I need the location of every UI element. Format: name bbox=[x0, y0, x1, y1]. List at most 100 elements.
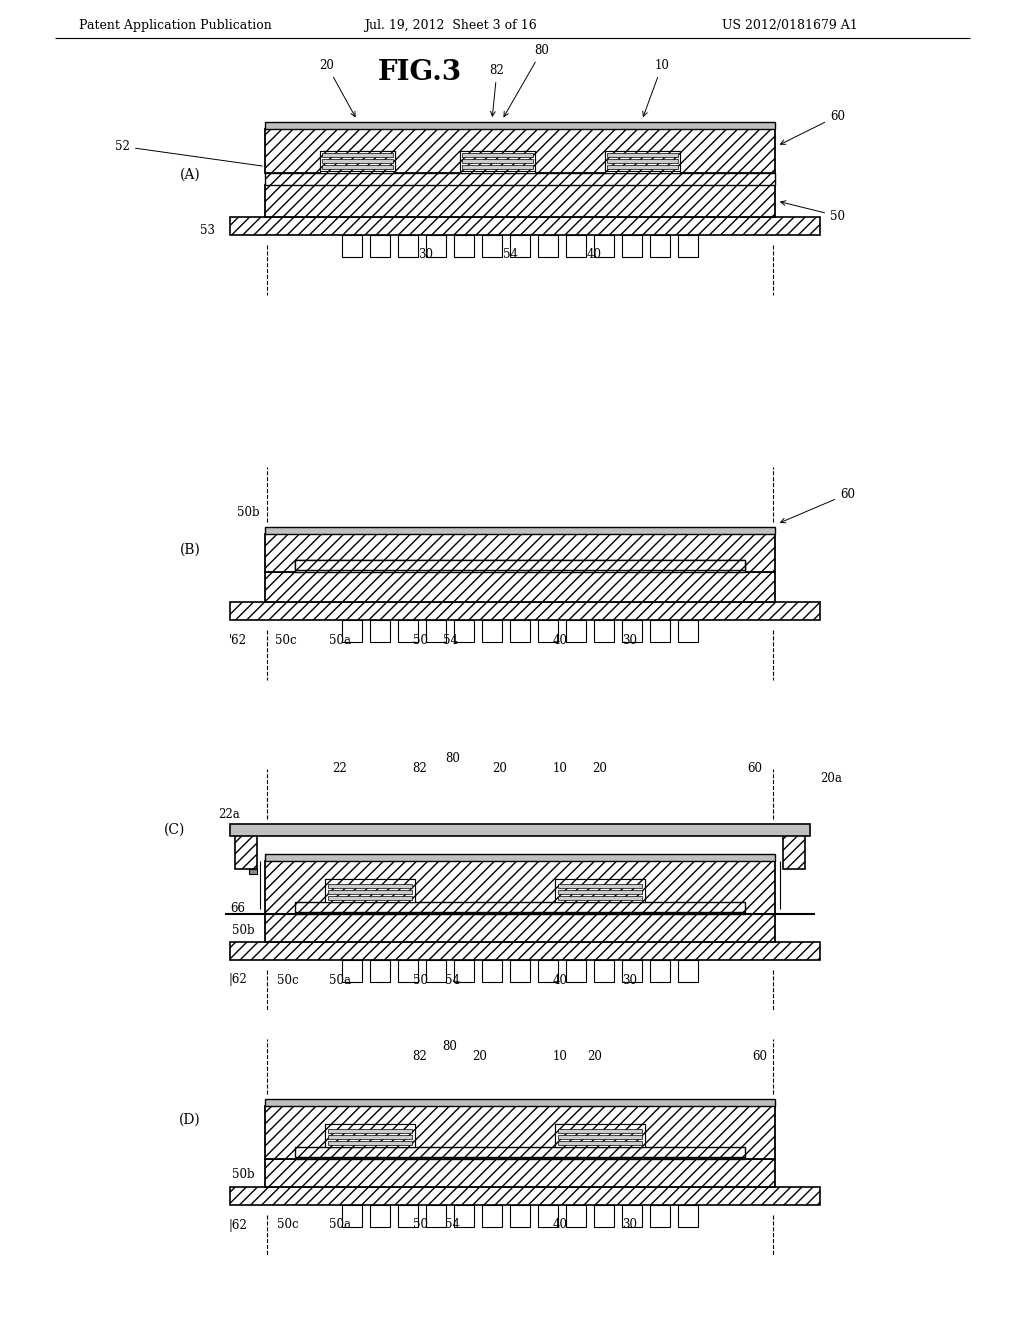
Bar bbox=[295, 1147, 745, 1158]
Bar bbox=[230, 1187, 820, 1205]
Text: 20: 20 bbox=[472, 1049, 487, 1063]
Bar bbox=[510, 620, 530, 642]
Bar bbox=[265, 913, 775, 942]
Bar bbox=[342, 960, 362, 982]
Bar bbox=[265, 535, 775, 572]
Text: 50: 50 bbox=[413, 634, 427, 647]
Text: 20: 20 bbox=[588, 1049, 602, 1063]
Bar bbox=[566, 1205, 586, 1228]
Bar bbox=[249, 869, 257, 874]
Bar bbox=[462, 165, 534, 169]
Bar bbox=[325, 1125, 415, 1139]
Text: 10: 10 bbox=[553, 763, 567, 776]
Bar bbox=[460, 164, 535, 173]
Text: '62: '62 bbox=[229, 634, 247, 647]
Text: 22: 22 bbox=[333, 763, 347, 776]
Bar bbox=[230, 602, 820, 620]
Text: 82: 82 bbox=[413, 763, 427, 776]
Bar bbox=[319, 150, 395, 172]
Bar bbox=[328, 1135, 412, 1139]
Bar bbox=[265, 861, 775, 913]
Bar bbox=[678, 1205, 698, 1228]
Bar bbox=[342, 235, 362, 257]
Text: 60: 60 bbox=[753, 1049, 768, 1063]
Bar bbox=[454, 235, 474, 257]
Bar bbox=[594, 960, 614, 982]
Bar bbox=[555, 1125, 645, 1147]
Bar bbox=[558, 896, 642, 900]
Text: |62: |62 bbox=[228, 974, 247, 986]
Bar bbox=[460, 150, 535, 164]
Text: 10: 10 bbox=[553, 1049, 567, 1063]
Bar bbox=[482, 235, 502, 257]
Bar bbox=[678, 620, 698, 642]
Bar bbox=[398, 235, 418, 257]
Text: 50b: 50b bbox=[232, 924, 255, 936]
Text: 20: 20 bbox=[593, 763, 607, 776]
Bar bbox=[510, 960, 530, 982]
Text: |62: |62 bbox=[228, 1218, 247, 1232]
Text: 53: 53 bbox=[200, 223, 215, 236]
Bar bbox=[295, 902, 745, 912]
Text: 82: 82 bbox=[413, 1049, 427, 1063]
Bar bbox=[426, 1205, 446, 1228]
Bar bbox=[426, 235, 446, 257]
Text: 50c: 50c bbox=[278, 974, 299, 986]
Bar bbox=[555, 1125, 645, 1139]
Text: 40: 40 bbox=[553, 1218, 567, 1232]
Bar bbox=[650, 1205, 670, 1228]
Bar bbox=[234, 832, 257, 869]
Text: 50b: 50b bbox=[232, 1168, 255, 1181]
Bar bbox=[482, 1205, 502, 1228]
Bar bbox=[322, 153, 393, 157]
Bar bbox=[454, 620, 474, 642]
Bar bbox=[566, 620, 586, 642]
Text: (D): (D) bbox=[179, 1113, 201, 1127]
Text: 50a: 50a bbox=[329, 1218, 351, 1232]
Bar bbox=[370, 960, 390, 982]
Bar bbox=[566, 960, 586, 982]
Bar bbox=[319, 164, 395, 173]
Bar bbox=[295, 1148, 745, 1159]
Bar bbox=[328, 884, 412, 888]
Bar bbox=[558, 1135, 642, 1139]
Text: 40: 40 bbox=[553, 634, 567, 647]
Text: (B): (B) bbox=[179, 543, 201, 557]
Text: US 2012/0181679 A1: US 2012/0181679 A1 bbox=[722, 18, 858, 32]
Text: 54: 54 bbox=[445, 1218, 461, 1232]
Bar bbox=[370, 620, 390, 642]
Text: 10: 10 bbox=[643, 59, 670, 116]
Bar bbox=[426, 620, 446, 642]
Bar bbox=[265, 173, 775, 185]
Bar bbox=[328, 1140, 412, 1144]
Text: FIG.3: FIG.3 bbox=[378, 58, 462, 86]
Bar bbox=[607, 153, 678, 157]
Bar bbox=[325, 1125, 415, 1147]
Bar bbox=[594, 1205, 614, 1228]
Bar bbox=[558, 884, 642, 888]
Text: Patent Application Publication: Patent Application Publication bbox=[79, 18, 271, 32]
Text: 60: 60 bbox=[780, 110, 845, 144]
Text: 40: 40 bbox=[553, 974, 567, 986]
Bar bbox=[398, 620, 418, 642]
Text: 60: 60 bbox=[748, 763, 763, 776]
Bar bbox=[265, 1100, 775, 1106]
Bar bbox=[230, 216, 820, 235]
Text: 54: 54 bbox=[442, 634, 458, 647]
Text: 20a: 20a bbox=[820, 772, 842, 785]
Bar bbox=[454, 960, 474, 982]
Bar bbox=[482, 960, 502, 982]
Bar bbox=[482, 620, 502, 642]
Bar bbox=[678, 960, 698, 982]
Bar bbox=[555, 879, 645, 894]
Bar bbox=[328, 890, 412, 894]
Text: 50a: 50a bbox=[329, 974, 351, 986]
Bar bbox=[783, 832, 805, 869]
Text: 20: 20 bbox=[493, 763, 508, 776]
Text: 22a: 22a bbox=[218, 808, 240, 821]
Text: 30: 30 bbox=[623, 1218, 638, 1232]
Bar bbox=[265, 1159, 775, 1187]
Bar bbox=[622, 620, 642, 642]
Bar bbox=[295, 560, 745, 572]
Bar bbox=[322, 165, 393, 169]
